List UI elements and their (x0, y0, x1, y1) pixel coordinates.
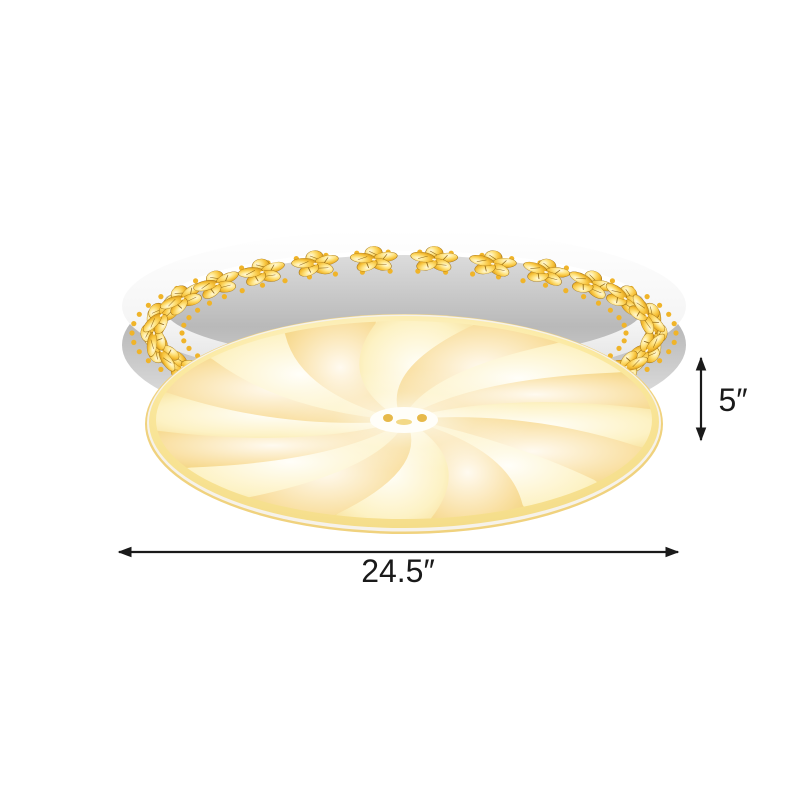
svg-text:5″: 5″ (718, 382, 747, 418)
svg-text:24.5″: 24.5″ (361, 553, 435, 589)
